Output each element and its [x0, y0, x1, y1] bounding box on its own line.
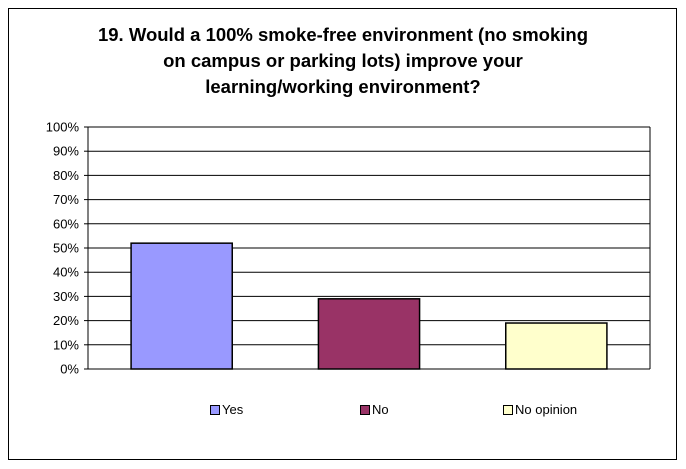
y-tick-label: 20%: [53, 313, 79, 328]
legend-item-no: No: [360, 402, 389, 417]
chart-title-line-2: on campus or parking lots) improve your: [163, 50, 523, 71]
legend-swatch: [503, 404, 513, 415]
y-tick-label: 80%: [53, 168, 79, 183]
legend-label: Yes: [222, 402, 244, 417]
y-tick-label: 50%: [53, 241, 79, 256]
chart-title-line-3: learning/working environment?: [205, 76, 481, 97]
y-tick-label: 30%: [53, 289, 79, 304]
legend-item-no-opinion: No opinion: [503, 402, 577, 417]
legend-swatch: [210, 404, 220, 415]
legend-label: No opinion: [515, 402, 578, 417]
bar-no-opinion: [505, 322, 608, 370]
legend-label: No: [372, 402, 389, 417]
y-tick-label: 100%: [46, 120, 80, 135]
legend-swatch: [360, 404, 370, 415]
bar-no: [317, 298, 421, 370]
y-tick-label: 90%: [53, 144, 79, 159]
chart-legend: Yes No No opinion: [0, 402, 686, 422]
y-tick-label: 40%: [53, 265, 79, 280]
chart-title: 19. Would a 100% smoke-free environment …: [0, 22, 686, 100]
chart-title-line-1: 19. Would a 100% smoke-free environment …: [97, 24, 589, 45]
y-tick-label: 0%: [60, 362, 79, 377]
y-tick-label: 60%: [53, 216, 79, 231]
y-tick-label: 70%: [53, 192, 79, 207]
y-tick-label: 10%: [53, 337, 79, 352]
bar-yes: [130, 242, 233, 370]
legend-item-yes: Yes: [210, 402, 243, 417]
